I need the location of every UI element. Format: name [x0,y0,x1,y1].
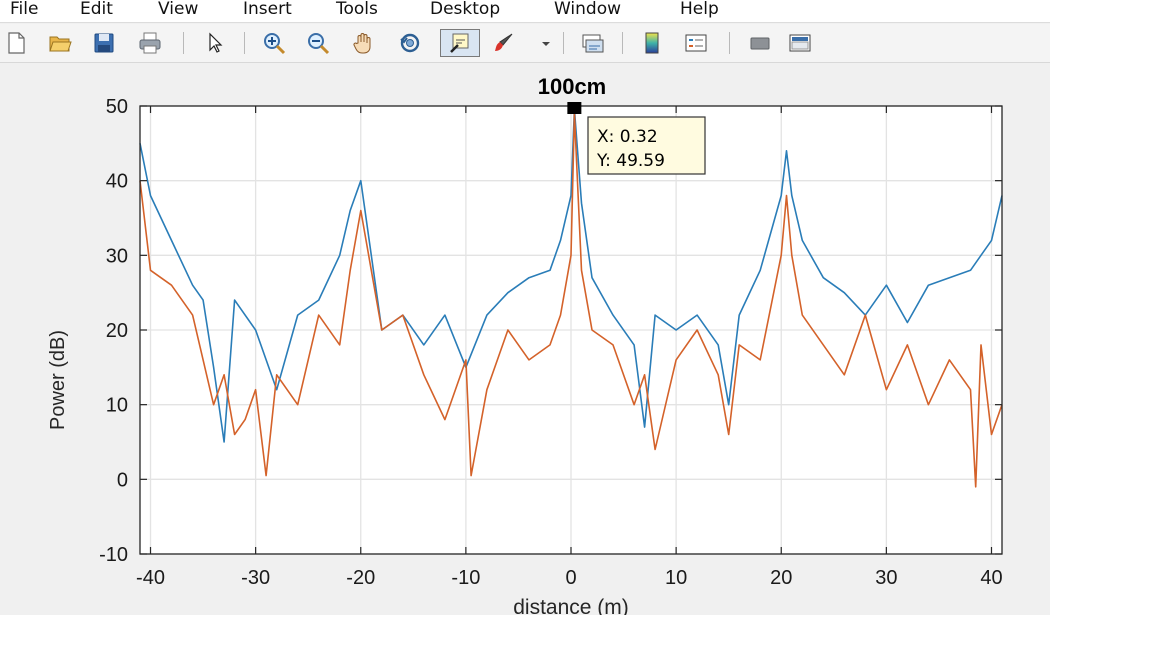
data-cursor-icon[interactable] [440,29,480,57]
x-tick-label: 30 [875,567,897,589]
y-tick-label: 50 [106,96,128,118]
series-line-2 [139,112,1003,488]
brush-icon[interactable] [492,31,516,55]
pan-hand-icon[interactable] [352,31,376,55]
datatip-y-text: Y: 49.59 [596,151,665,171]
plot-area: -40 -30 -20 -10 0 10 20 30 40 50 40 30 20 10 0 -10 100… [47,74,1003,615]
figure-window: File Edit View Insert Tools Desktop Wind… [0,0,1050,615]
toolbar-separator [183,32,184,54]
y-tick-label: 40 [106,171,128,193]
menu-tools[interactable]: Tools [336,0,378,19]
x-tick-label: 20 [770,567,792,589]
chart-title: 100cm [538,74,607,99]
menu-insert[interactable]: Insert [243,0,292,19]
menu-desktop[interactable]: Desktop [430,0,501,19]
y-tick-label: 0 [117,469,128,491]
toolbar-separator [563,32,564,54]
y-axis-label: Power (dB) [47,330,69,430]
y-tick-label: 20 [106,320,128,342]
menu-view[interactable]: View [158,0,199,19]
pointer-icon[interactable] [204,31,228,55]
colorbar-icon[interactable] [640,31,664,55]
link-plot-icon[interactable] [580,31,604,55]
x-tick-label: -10 [451,567,480,589]
hide-plot-tools-icon[interactable] [748,31,772,55]
y-tick-label: 10 [106,395,128,417]
zoom-out-icon[interactable] [306,31,330,55]
menu-window[interactable]: Window [554,0,622,19]
open-folder-icon[interactable] [48,31,72,55]
legend-icon[interactable] [684,31,708,55]
y-tick-labels: 50 40 30 20 10 0 -10 [99,96,128,566]
x-tick-label: -30 [241,567,270,589]
menu-bar: File Edit View Insert Tools Desktop Wind… [0,0,1050,23]
print-icon[interactable] [138,31,162,55]
x-tick-label: -20 [346,567,375,589]
x-tick-label: 0 [565,567,576,589]
datatip-x-text: X: 0.32 [597,127,658,147]
new-file-icon[interactable] [4,31,28,55]
brush-dropdown-icon[interactable] [534,31,550,55]
figure-toolbar [0,24,1050,63]
save-icon[interactable] [92,31,116,55]
y-tick-label: -10 [99,544,128,566]
menu-edit[interactable]: Edit [80,0,113,19]
zoom-in-icon[interactable] [262,31,286,55]
show-plot-tools-icon[interactable] [788,31,812,55]
toolbar-separator [729,32,730,54]
x-tick-label: -40 [136,567,165,589]
toolbar-separator [622,32,623,54]
rotate-3d-icon[interactable] [398,31,422,55]
menu-file[interactable]: File [10,0,39,19]
menu-help[interactable]: Help [680,0,719,19]
x-tick-labels: -40 -30 -20 -10 0 10 20 30 40 [136,567,1003,589]
x-tick-label: 40 [980,567,1002,589]
datatip[interactable]: X: 0.32 Y: 49.59 [587,116,706,175]
toolbar-separator [244,32,245,54]
x-axis-label: distance (m) [513,596,629,615]
y-tick-label: 30 [106,245,128,267]
x-tick-label: 10 [665,567,687,589]
datatip-marker[interactable] [567,102,582,114]
